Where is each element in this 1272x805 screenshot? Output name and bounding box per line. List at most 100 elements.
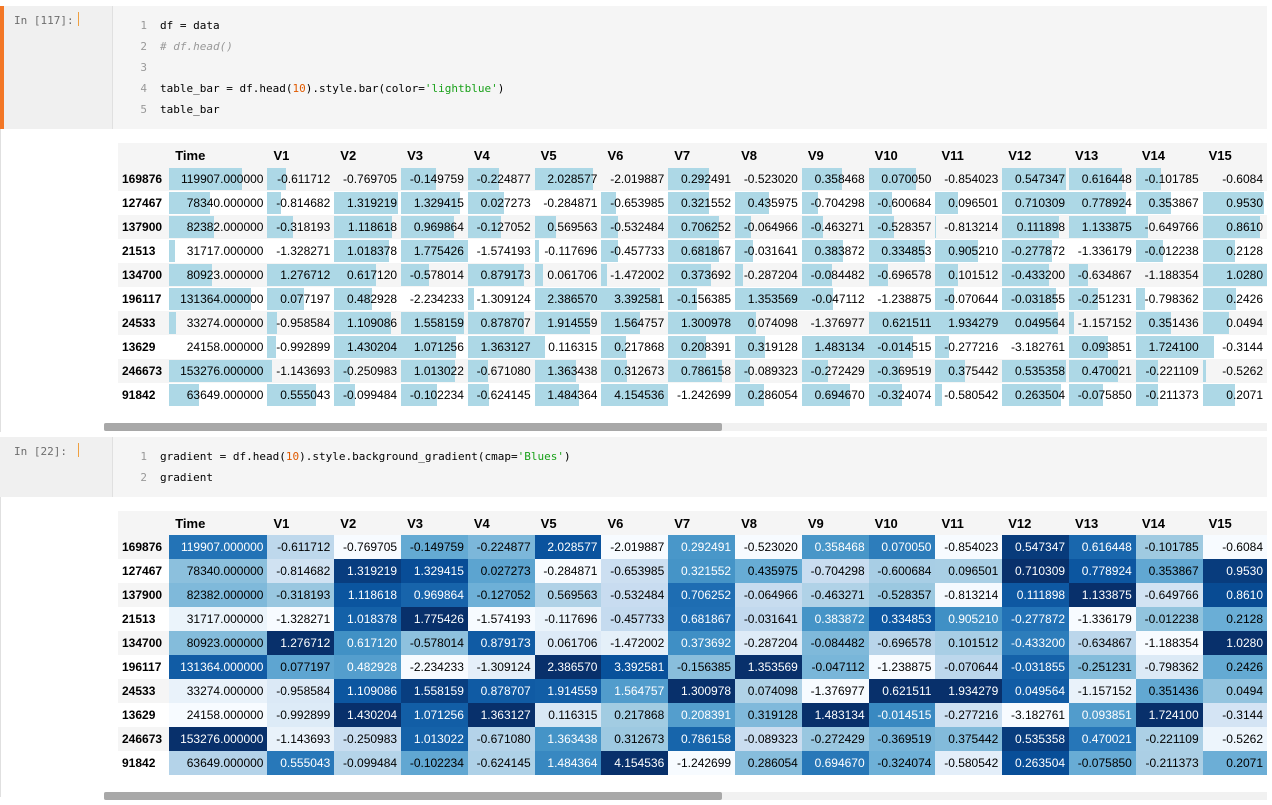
cell-value: 0.070050: [881, 540, 932, 554]
value-bar: [735, 312, 757, 334]
cell-value: -0.523020: [743, 172, 798, 186]
table-cell: 0.905210: [935, 607, 1003, 631]
cell-value: 153276.000000: [180, 732, 264, 746]
value-bar: [401, 312, 465, 334]
cell-value: -0.578014: [409, 268, 464, 282]
cell-value: -1.574193: [476, 612, 531, 626]
table-row: 127467 78340.000000 -0.814682 1.319219 1.329…: [118, 559, 1267, 583]
value-bar: [601, 216, 618, 238]
table-cell: -0.696578: [868, 263, 936, 287]
code-line[interactable]: 5 table_bar: [113, 99, 219, 120]
cell-value: 0.319128: [747, 340, 798, 354]
output-2-scroll-thumb[interactable]: [104, 792, 722, 800]
table-cell: -0.250983: [334, 727, 402, 751]
code-line[interactable]: 3: [113, 57, 160, 78]
cell-value: 0.319128: [747, 708, 798, 722]
cell-value: -0.580542: [944, 756, 999, 770]
table-row: 246673 153276.000000 -1.143693 -0.250983 1.0…: [118, 727, 1267, 751]
value-bar: [801, 240, 843, 262]
table-cell: 1.300978: [668, 311, 736, 335]
table-cell: 0.373692: [668, 263, 735, 287]
cell-value: 0.286054: [747, 388, 798, 402]
table-cell: -0.102234: [401, 383, 468, 407]
table-cell: -0.769705: [334, 535, 402, 559]
value-bar: [1202, 312, 1229, 334]
code-cell-2[interactable]: In [22]: 1 gradient = df.head(10).style.b…: [0, 437, 1267, 497]
table-cell: 2.386570: [534, 287, 602, 311]
cell-value: -0.287204: [743, 636, 798, 650]
table-cell: 0.710309: [1002, 559, 1070, 583]
value-bar: [267, 264, 335, 286]
code-line[interactable]: 2 # df.head(): [113, 36, 232, 57]
cell-value: 1.0280: [1226, 636, 1263, 650]
cell-value: -0.523020: [743, 540, 798, 554]
cell-value: 0.482928: [347, 292, 398, 306]
cell-value: 1.329415: [413, 196, 464, 210]
cell-value: -0.318193: [276, 220, 331, 234]
value-bar: [668, 336, 707, 358]
cell-value: -0.031855: [1011, 292, 1066, 306]
code-token: 'lightblue': [424, 82, 498, 95]
code-line[interactable]: 4 table_bar = df.head(10).style.bar(color…: [113, 78, 504, 99]
cell-value: 0.096501: [948, 564, 999, 578]
cell-value: -0.014515: [877, 340, 932, 354]
cell-value: -3.182761: [1011, 340, 1066, 354]
cell-value: 1.018378: [347, 244, 398, 258]
table-cell: 0.292491: [668, 167, 735, 191]
table-cell: -3.182761: [1002, 703, 1070, 727]
cell-value: 3.392581: [614, 660, 665, 674]
code-line[interactable]: 2 gradient: [113, 467, 213, 488]
table-cell: 0.286054: [735, 751, 802, 775]
value-bar: [267, 168, 286, 190]
cell-value: -0.532484: [610, 588, 665, 602]
output-gutter: [0, 497, 7, 797]
table-cell: 1.363438: [534, 359, 602, 383]
code-cell-1[interactable]: In [117]: 1 df = data 2 # df.head() 3 4 table_…: [0, 6, 1267, 129]
cell-value: 0.616448: [1081, 540, 1132, 554]
value-bar: [801, 168, 843, 190]
table-cell: -0.272429: [801, 359, 869, 383]
code-line[interactable]: 1 gradient = df.head(10).style.background…: [113, 446, 570, 467]
table-cell: 0.9530: [1202, 191, 1267, 215]
table-cell: -1.242699: [668, 751, 736, 775]
table-cell: -0.704298: [801, 559, 869, 583]
value-bar: [668, 192, 710, 214]
value-bar: [935, 192, 959, 214]
value-bar: [1069, 216, 1136, 238]
value-bar: [467, 384, 490, 406]
cell-value: 1.484364: [547, 756, 598, 770]
cell-value: -1.574193: [476, 244, 531, 258]
value-bar: [169, 216, 214, 238]
output-1-scroll-thumb[interactable]: [104, 423, 722, 431]
table-cell: 0.8610: [1202, 215, 1267, 239]
table-cell: 0.2426: [1202, 287, 1267, 311]
value-bar: [1135, 168, 1161, 190]
table-cell: -0.318193: [267, 215, 334, 239]
table-cell: 0.706252: [668, 583, 736, 607]
cell-value: -0.624145: [476, 388, 531, 402]
table-cell: 0.535358: [1002, 727, 1070, 751]
table-cell: 0.905210: [935, 239, 1002, 263]
table-cell: -0.318193: [267, 583, 335, 607]
table-cell: 0.435975: [735, 559, 802, 583]
table-cell: 0.778924: [1069, 191, 1136, 215]
table-cell: 0.547347: [1002, 535, 1070, 559]
cell-value: 0.616448: [1081, 172, 1132, 186]
output-2-scrollbar[interactable]: [104, 792, 1267, 800]
code-line[interactable]: 1 df = data: [113, 15, 219, 36]
cell-2-code-editor[interactable]: 1 gradient = df.head(10).style.background…: [112, 437, 1267, 497]
cell-value: 2.386570: [547, 660, 598, 674]
table-cell: -1.238875: [869, 287, 936, 311]
cell-value: 0.027273: [480, 196, 531, 210]
cell-value: 0.435975: [747, 196, 798, 210]
value-bar: [401, 240, 468, 262]
cell-value: -0.250983: [343, 364, 398, 378]
cell-value: -0.101785: [1144, 172, 1199, 186]
table-cell: -0.611712: [267, 535, 335, 559]
column-header: V4: [467, 511, 535, 535]
value-bar: [868, 240, 926, 262]
output-1-scrollbar[interactable]: [104, 423, 1267, 431]
value-bar: [169, 312, 177, 334]
cell-1-code-editor[interactable]: 1 df = data 2 # df.head() 3 4 table_bar = df.h…: [112, 6, 1267, 129]
cell-value: 0.375442: [948, 364, 999, 378]
